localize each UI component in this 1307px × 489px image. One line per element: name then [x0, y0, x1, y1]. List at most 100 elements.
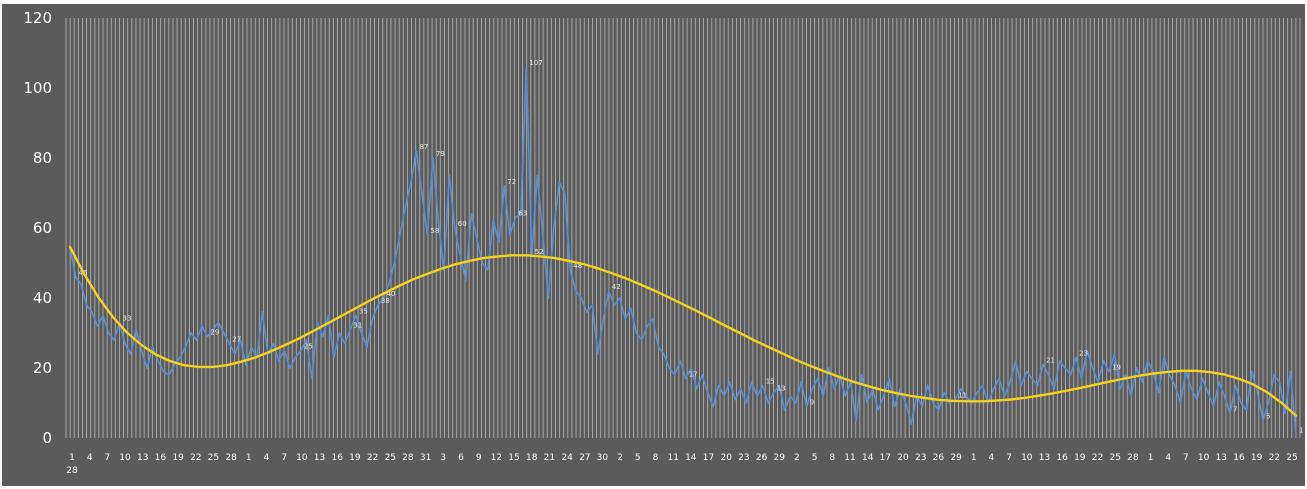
series-point [1031, 377, 1033, 380]
series-point [206, 335, 209, 338]
series-point [805, 405, 808, 408]
series-point [250, 346, 253, 348]
series-point [690, 367, 693, 369]
series-point [1113, 353, 1116, 355]
x-tick-label: 25 [208, 453, 219, 463]
series-point [1064, 367, 1066, 369]
x-tick-label: 19 [1074, 453, 1086, 463]
series-point [173, 363, 176, 366]
series-point [937, 409, 940, 411]
series-point [382, 297, 385, 299]
series-point [717, 384, 720, 387]
series-point [646, 325, 649, 327]
series-point [162, 370, 165, 373]
x-tick-label: 19 [172, 453, 184, 463]
series-point [673, 374, 676, 376]
series-point [607, 290, 610, 292]
x-tick-label: 1 [1148, 453, 1154, 463]
data-label: 23 [1079, 350, 1088, 358]
series-point [998, 377, 1000, 380]
series-point [932, 402, 934, 404]
series-point [366, 346, 368, 348]
series-point [239, 339, 242, 341]
series-point [679, 360, 682, 362]
series-point [217, 321, 220, 324]
x-tick-sublabel: 28 [66, 466, 78, 476]
series-point [190, 332, 192, 334]
series-point [272, 342, 275, 345]
series-point [1003, 395, 1006, 397]
x-tick-label: 25 [385, 453, 396, 463]
series-point [1020, 384, 1022, 387]
x-tick-label: 18 [526, 453, 538, 463]
x-tick-label: 7 [1183, 453, 1189, 463]
series-point [261, 311, 264, 313]
series-point [1190, 388, 1193, 390]
x-tick-label: 19 [1251, 453, 1263, 463]
series-point [1130, 395, 1132, 397]
series-point [1201, 377, 1204, 380]
series-point [585, 311, 588, 313]
series-point [943, 391, 945, 394]
series-point [899, 388, 902, 390]
series-point [789, 395, 792, 397]
series-point [684, 377, 687, 380]
series-point [624, 318, 627, 320]
series-point [421, 192, 423, 194]
series-point [662, 353, 665, 355]
series-point [1273, 374, 1275, 376]
x-tick-label: 4 [87, 453, 93, 463]
x-tick-label: 11 [667, 453, 678, 463]
series-point [723, 395, 726, 397]
series-point [234, 353, 236, 355]
x-tick-label: 11 [844, 453, 855, 463]
series-point [855, 419, 858, 422]
data-label: 33 [123, 315, 132, 323]
series-line [69, 66, 1297, 435]
series-point [618, 297, 621, 299]
series-point [981, 384, 984, 387]
series-point [102, 314, 104, 317]
x-tick-label: 20 [720, 453, 732, 463]
x-tick-label: 29 [950, 453, 962, 463]
x-tick-label: 1 [69, 453, 75, 463]
x-tick-label: 26 [933, 453, 945, 463]
x-tick-label: 30 [597, 453, 609, 463]
series-layer [69, 66, 1297, 436]
series-point [1141, 381, 1143, 383]
series-point [1267, 402, 1270, 404]
series-point [344, 342, 346, 345]
x-tick-label: 15 [508, 453, 519, 463]
x-tick-label: 31 [420, 453, 431, 463]
series-point [904, 402, 907, 404]
series-point [404, 206, 407, 208]
series-point [228, 342, 231, 345]
series-point [1080, 377, 1083, 380]
series-point [283, 349, 286, 352]
series-point [514, 216, 517, 219]
series-point [278, 360, 280, 362]
series-point [563, 192, 566, 194]
x-tick-label: 25 [1286, 453, 1297, 463]
x-tick-label: 28 [225, 453, 237, 463]
data-label: 40 [386, 290, 395, 298]
series-point [459, 255, 462, 257]
series-point [179, 356, 181, 359]
x-tick-label: 13 [314, 453, 325, 463]
data-label: 48 [573, 262, 582, 270]
trendline [68, 245, 1298, 417]
series-point [1069, 374, 1072, 376]
series-point [410, 181, 412, 184]
x-tick-label: 19 [349, 453, 361, 463]
data-label: 72 [507, 178, 516, 186]
series-point [745, 402, 748, 404]
series-point [833, 388, 836, 390]
series-point [1009, 381, 1011, 383]
series-point [1036, 384, 1039, 387]
data-label: 52 [535, 248, 544, 256]
series-point [360, 332, 363, 334]
series-point [503, 185, 506, 187]
series-point [1207, 391, 1209, 394]
series-point [712, 405, 715, 408]
data-label: 7 [1233, 406, 1237, 414]
